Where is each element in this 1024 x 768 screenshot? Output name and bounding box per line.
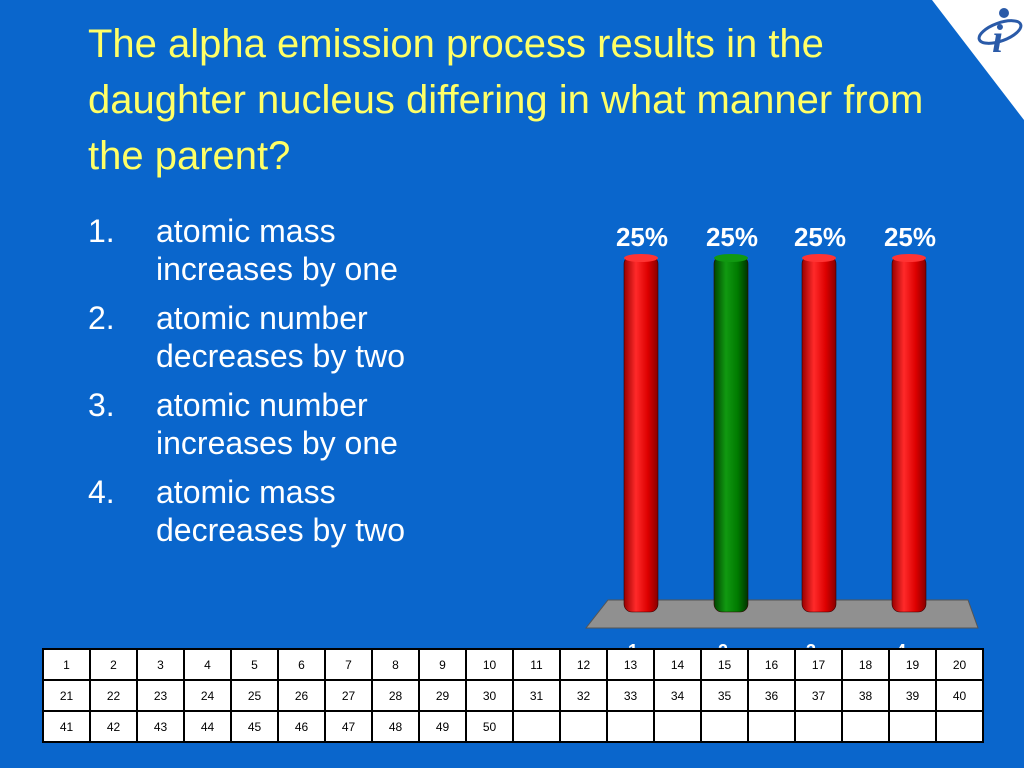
response-grid-cell: 43 — [136, 710, 185, 743]
response-grid-cell: 5 — [230, 648, 279, 681]
response-grid-cell: 16 — [747, 648, 796, 681]
response-grid-cell: 4 — [183, 648, 232, 681]
answer-number: 4. — [88, 474, 115, 510]
response-grid-cell: 36 — [747, 679, 796, 712]
response-grid-cell: 46 — [277, 710, 326, 743]
response-grid-cell: 1 — [42, 648, 91, 681]
response-grid-cell: 32 — [559, 679, 608, 712]
response-grid-cell: 22 — [89, 679, 138, 712]
answer-number: 1. — [88, 213, 115, 249]
chart-bar-cap — [714, 254, 748, 262]
response-grid-cell: 10 — [465, 648, 514, 681]
response-grid-cell: 28 — [371, 679, 420, 712]
answer-number: 3. — [88, 387, 115, 423]
response-grid-cell: 44 — [183, 710, 232, 743]
response-grid-cell: 13 — [606, 648, 655, 681]
response-grid-cell — [888, 710, 937, 743]
chart-bar — [623, 255, 659, 613]
response-grid-cell: 12 — [559, 648, 608, 681]
response-grid-cell: 41 — [42, 710, 91, 743]
chart-data-label: 25% — [794, 222, 846, 252]
answer-option: 3. atomic number increases by one — [88, 386, 508, 462]
response-grid-cell: 50 — [465, 710, 514, 743]
chart-bar-cap — [624, 254, 658, 262]
chart-bar-cap — [802, 254, 836, 262]
response-grid-cell: 33 — [606, 679, 655, 712]
response-grid-cell: 11 — [512, 648, 561, 681]
response-grid-cell: 31 — [512, 679, 561, 712]
response-grid-cell: 47 — [324, 710, 373, 743]
response-grid-cell: 25 — [230, 679, 279, 712]
response-grid-cell: 8 — [371, 648, 420, 681]
response-grid-row: 21 22 23 24 25 26 27 28 29 30 31 32 33 34 35 36 37 38 39 40 — [42, 679, 984, 712]
response-grid-cell: 40 — [935, 679, 984, 712]
chart-bar — [713, 255, 749, 613]
response-grid-cell: 48 — [371, 710, 420, 743]
corner-logo: i — [932, 0, 1024, 120]
chart-bar — [801, 255, 837, 613]
answer-number: 2. — [88, 300, 115, 336]
response-grid: 1 2 3 4 5 6 7 8 9 10 11 12 13 14 15 16 17 18 19 20 21 22 23 24 2… — [42, 648, 984, 743]
response-grid-cell — [747, 710, 796, 743]
answer-option: 1. atomic mass increases by one — [88, 212, 508, 288]
chart-floor — [584, 599, 979, 629]
response-grid-cell: 45 — [230, 710, 279, 743]
response-grid-cell — [700, 710, 749, 743]
response-grid-cell — [606, 710, 655, 743]
response-grid-cell: 18 — [841, 648, 890, 681]
response-grid-cell — [935, 710, 984, 743]
response-grid-cell — [653, 710, 702, 743]
response-grid-cell: 27 — [324, 679, 373, 712]
response-grid-cell: 23 — [136, 679, 185, 712]
chart-bar-cap — [892, 254, 926, 262]
response-grid-row: 1 2 3 4 5 6 7 8 9 10 11 12 13 14 15 16 17 18 19 20 — [42, 648, 984, 681]
logo-letter: i — [992, 16, 1003, 61]
chart-data-label: 25% — [616, 222, 668, 252]
response-grid-cell: 14 — [653, 648, 702, 681]
turning-point-logo-icon: i — [977, 8, 1023, 61]
response-grid-cell: 37 — [794, 679, 843, 712]
response-grid-cell: 15 — [700, 648, 749, 681]
answer-option: 2. atomic number decreases by two — [88, 299, 508, 375]
answer-text: atomic number increases by one — [156, 387, 398, 461]
response-grid-cell: 17 — [794, 648, 843, 681]
chart-data-label: 25% — [884, 222, 936, 252]
response-grid-cell: 29 — [418, 679, 467, 712]
response-grid-cell: 26 — [277, 679, 326, 712]
answer-option: 4. atomic mass decreases by two — [88, 473, 508, 549]
response-grid-cell: 24 — [183, 679, 232, 712]
response-grid-cell: 2 — [89, 648, 138, 681]
response-grid-cell — [512, 710, 561, 743]
chart-bar — [891, 255, 927, 613]
response-grid-cell — [559, 710, 608, 743]
answer-text: atomic mass increases by one — [156, 213, 398, 287]
response-grid-row: 41 42 43 44 45 46 47 48 49 50 — [42, 710, 984, 743]
answer-text: atomic mass decreases by two — [156, 474, 406, 548]
response-grid-cell: 3 — [136, 648, 185, 681]
response-grid-cell: 6 — [277, 648, 326, 681]
response-grid-cell: 30 — [465, 679, 514, 712]
response-grid-cell: 20 — [935, 648, 984, 681]
response-grid-cell: 42 — [89, 710, 138, 743]
response-grid-cell — [794, 710, 843, 743]
response-grid-cell: 35 — [700, 679, 749, 712]
response-grid-cell: 9 — [418, 648, 467, 681]
question-title: The alpha emission process results in th… — [88, 22, 924, 178]
response-grid-cell: 19 — [888, 648, 937, 681]
response-grid-cell — [841, 710, 890, 743]
response-grid-cell: 7 — [324, 648, 373, 681]
response-grid-cell: 38 — [841, 679, 890, 712]
response-grid-cell: 49 — [418, 710, 467, 743]
answer-list: 1. atomic mass increases by one 2. atomi… — [88, 212, 508, 560]
chart-data-label: 25% — [706, 222, 758, 252]
response-grid-cell: 39 — [888, 679, 937, 712]
answer-text: atomic number decreases by two — [156, 300, 406, 374]
response-grid-cell: 21 — [42, 679, 91, 712]
response-grid-cell: 34 — [653, 679, 702, 712]
